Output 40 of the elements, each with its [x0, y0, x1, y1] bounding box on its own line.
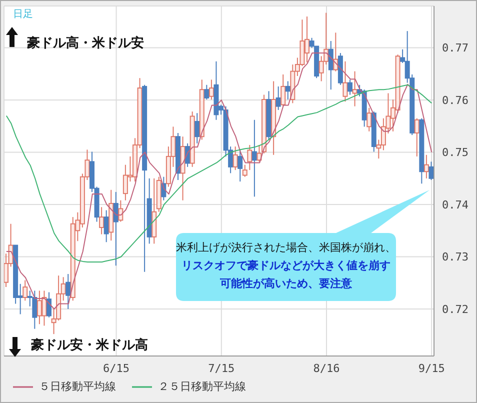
y-tick-label: 0.73: [442, 250, 468, 264]
candlestick: [252, 119, 257, 198]
x-tick-label: 9/15: [418, 362, 445, 375]
candlestick: [352, 70, 358, 107]
annotation: 可能性が高いため、要注意: [220, 277, 352, 290]
annotation: 日足: [13, 9, 33, 20]
candlestick: [204, 84, 210, 100]
y-tick-label: 0.74: [442, 198, 469, 212]
candlestick: [104, 210, 109, 243]
candlestick: [428, 161, 434, 180]
candlestick: [238, 149, 243, 182]
candlestick: [66, 273, 71, 310]
candlestick: [22, 280, 28, 302]
y-tick-label: 0.72: [442, 302, 468, 316]
annotation: 米利上げが決行された場合、米国株が崩れ、: [176, 241, 396, 254]
candlestick: [276, 86, 281, 110]
candlestick: [46, 292, 52, 318]
x-tick-label: 6/15: [103, 362, 130, 375]
candlestick: [366, 107, 372, 132]
candlestick: [285, 80, 290, 100]
candlestick: [118, 200, 124, 222]
annotation: 豪ドル安・米ドル高: [31, 338, 148, 353]
candlestick: [208, 79, 214, 100]
annotation: リスクオフで豪ドルなどが大きく値を崩す: [182, 259, 390, 272]
candlestick: [342, 60, 348, 102]
annotation: 豪ドル高・米ドル安: [27, 36, 144, 51]
candlestick: [99, 206, 104, 235]
candlestick: [232, 146, 238, 171]
y-tick-label: 0.77: [442, 42, 468, 55]
candlestick: [414, 118, 420, 157]
candlestick: [348, 79, 352, 96]
legend-label: ２５日移動平均線: [158, 379, 246, 394]
x-tick-label: 8/16: [313, 362, 340, 375]
candlestick: [424, 154, 429, 179]
y-tick-label: 0.75: [442, 146, 468, 160]
x-tick-label: 7/15: [208, 362, 235, 375]
y-tick-label: 0.76: [442, 94, 468, 107]
candlestick: [194, 112, 200, 144]
candlestick: [280, 74, 286, 107]
legend-label: ５日移動平均線: [39, 379, 116, 394]
